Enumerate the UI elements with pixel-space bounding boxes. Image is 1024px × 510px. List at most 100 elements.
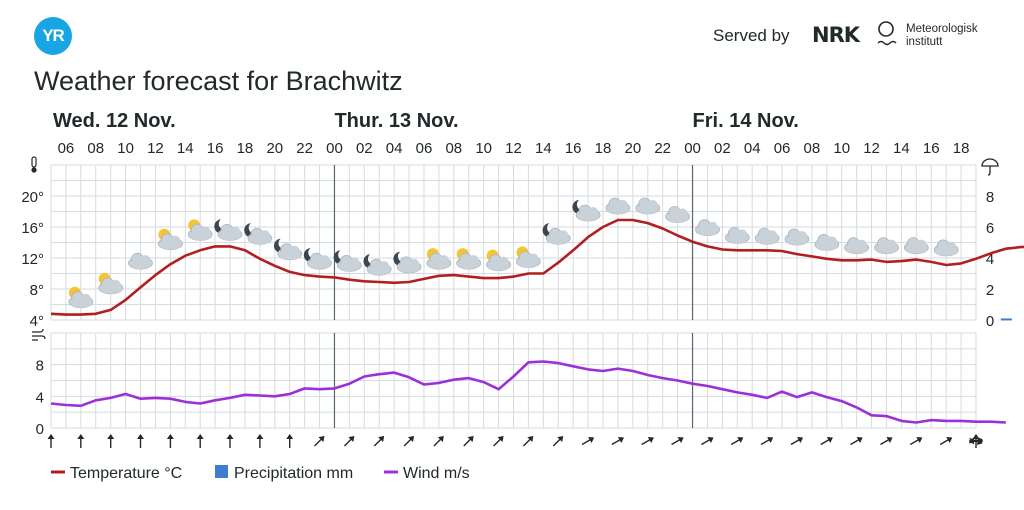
wind-arrow xyxy=(790,436,804,446)
page-title: Weather forecast for Brachwitz xyxy=(34,66,403,96)
wind-arrow-head xyxy=(286,434,294,439)
wind-arrow xyxy=(701,436,714,446)
x-tick-label: 20 xyxy=(266,140,283,157)
legend-label: Precipitation mm xyxy=(234,465,353,482)
wind-arrow-head xyxy=(408,436,415,443)
wind-arrow xyxy=(969,437,983,445)
wind-arrow-head xyxy=(107,434,115,439)
partly-cloudy-day-icon xyxy=(516,246,541,268)
precipitation-tick-label: 6 xyxy=(986,220,994,237)
partly-cloudy-night-icon xyxy=(244,223,273,245)
wind-arrow xyxy=(256,434,264,448)
cloudy-icon xyxy=(844,237,869,255)
x-tick-label: 06 xyxy=(774,140,791,157)
x-tick-label: 16 xyxy=(565,140,582,157)
cloud-fill xyxy=(726,233,749,244)
wind-arrow-head xyxy=(437,436,444,443)
umbrella-icon xyxy=(981,158,999,176)
x-tick-label: 16 xyxy=(207,140,224,157)
wind-arrow xyxy=(522,436,534,447)
wind-arrow-head xyxy=(617,436,624,444)
wind-arrow-head xyxy=(378,436,385,443)
wind-arrow-head xyxy=(348,436,355,443)
x-tick-label: 08 xyxy=(445,140,462,157)
wind-arrow xyxy=(641,436,654,446)
yr-logo[interactable]: YR xyxy=(34,17,72,55)
wind-arrow xyxy=(433,436,444,447)
cloudy-icon xyxy=(605,197,631,215)
cloud-fill xyxy=(248,234,271,245)
wind-arrow xyxy=(552,436,564,447)
temperature-line xyxy=(50,218,1024,316)
partly-cloudy-night-icon xyxy=(333,250,362,272)
x-tick-label: 14 xyxy=(535,140,552,157)
wind-arrow-head xyxy=(916,436,923,444)
partly-cloudy-night-icon xyxy=(363,254,392,276)
cloud-fill xyxy=(606,204,629,214)
x-tick-label: 08 xyxy=(87,140,104,157)
x-tick-label: 12 xyxy=(147,140,164,157)
cloudy-icon xyxy=(874,237,899,255)
wind-tick-label: 4 xyxy=(36,389,44,406)
wind-arrow-head xyxy=(226,434,234,439)
wind-arrow xyxy=(107,434,115,448)
wind-line xyxy=(50,360,1006,424)
precipitation-tick-label: 8 xyxy=(986,189,994,206)
cloud-fill xyxy=(398,262,421,273)
temperature-tick-label: 20° xyxy=(21,189,44,206)
cloud-fill xyxy=(577,211,600,221)
x-tick-label: 02 xyxy=(356,140,373,157)
cloud-fill xyxy=(696,225,719,236)
cloud-fill xyxy=(457,259,480,270)
wind-arrow-head xyxy=(588,436,595,444)
met-institute-name[interactable]: Meteorologisk institutt xyxy=(906,23,978,49)
wind-arrow xyxy=(77,434,85,448)
wind-arrow-head xyxy=(557,436,564,443)
cloudy-icon xyxy=(635,197,661,215)
cloud-fill xyxy=(427,259,450,270)
precipitation-tick-label: 0 xyxy=(986,313,994,330)
x-tick-label: 04 xyxy=(386,140,403,157)
cloud-fill xyxy=(189,230,212,241)
wind-arrow-head xyxy=(647,436,654,444)
wind-arrow-head xyxy=(196,434,204,439)
wind-arrow xyxy=(196,434,204,448)
cloud-fill xyxy=(368,265,391,276)
met-name-line2: institutt xyxy=(906,36,943,48)
cloudy-icon xyxy=(814,233,840,251)
wind-arrow-head xyxy=(77,434,85,439)
wind-tick-label: 8 xyxy=(36,358,44,375)
wind-arrow-head xyxy=(47,434,55,439)
cloud-fill xyxy=(159,239,182,250)
day-label: Fri. 14 Nov. xyxy=(693,110,799,132)
met-name-line1: Meteorologisk xyxy=(906,23,978,35)
cloud-fill xyxy=(875,243,898,254)
thermometer-tube xyxy=(31,156,37,168)
cloudy-icon xyxy=(784,228,810,246)
cloud-fill xyxy=(786,235,808,245)
thermometer-bulb xyxy=(31,167,37,173)
x-tick-label: 02 xyxy=(714,140,731,157)
cloud-fill xyxy=(308,259,331,270)
wind-arrow-head xyxy=(497,436,504,443)
partly-cloudy-night-icon xyxy=(393,251,422,274)
precipitation-tick-label: 4 xyxy=(986,251,994,268)
umbrella-handle xyxy=(987,166,991,176)
nrk-logo[interactable]: NRK xyxy=(812,23,860,47)
wind-arrow xyxy=(403,436,415,447)
wind-arrow xyxy=(730,436,744,446)
thermometer-icon xyxy=(31,156,37,173)
x-tick-label: 16 xyxy=(923,140,940,157)
wind-arrow-head xyxy=(137,434,144,439)
cloud-fill xyxy=(69,297,92,308)
umbrella-canopy xyxy=(981,158,999,167)
partly-cloudy-night-icon xyxy=(214,219,243,241)
cloud-fill xyxy=(99,283,122,294)
partly-cloudy-day-icon xyxy=(426,248,452,270)
x-tick-label: 14 xyxy=(177,140,194,157)
cloudy-icon xyxy=(665,206,690,223)
met-institute-icon xyxy=(877,21,897,46)
x-tick-label: 18 xyxy=(595,140,612,157)
partly-cloudy-day-icon xyxy=(456,248,482,270)
